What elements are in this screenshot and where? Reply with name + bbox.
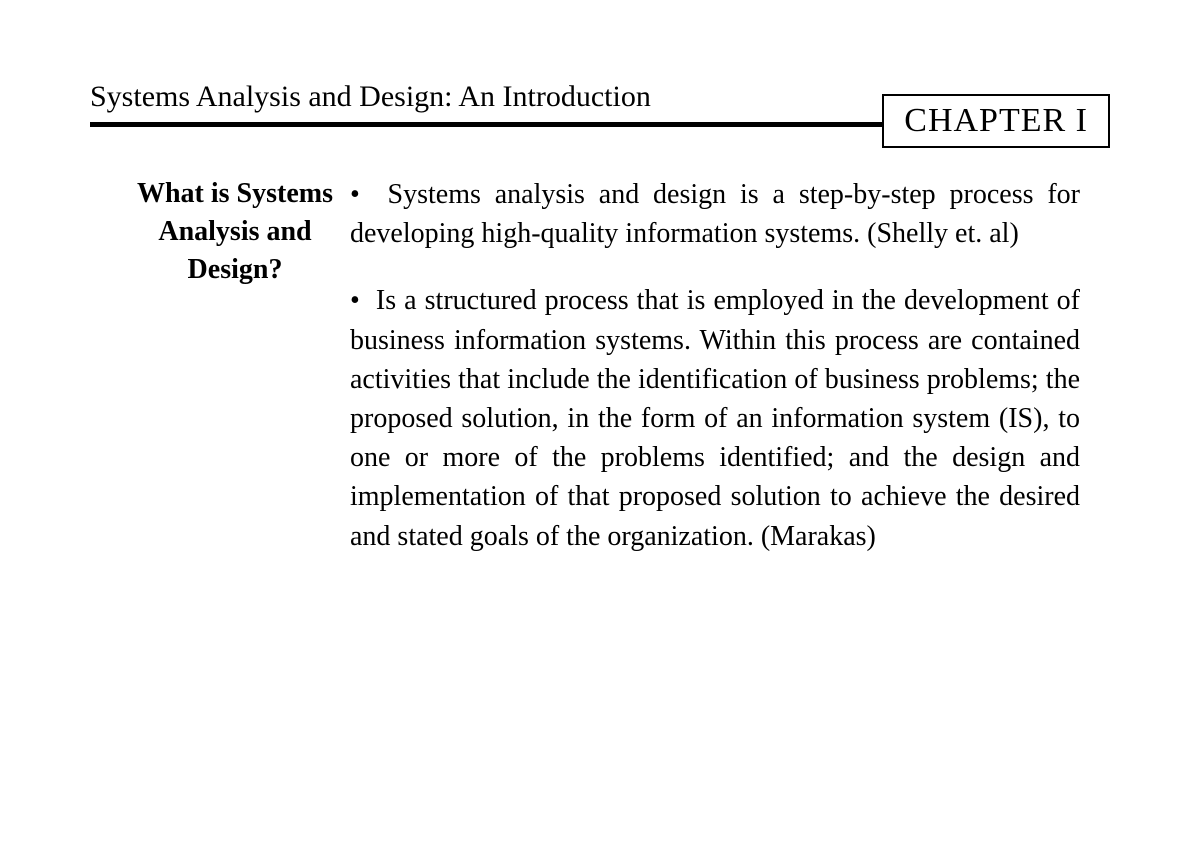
bullet-glyph: • [350, 285, 376, 316]
bullet-text: Systems analysis and design is a step-by… [350, 179, 1080, 249]
bullet-glyph: • [350, 179, 388, 210]
bullet-item: • Systems analysis and design is a step-… [350, 175, 1080, 253]
header: Systems Analysis and Design: An Introduc… [0, 0, 1200, 127]
bullet-text: Is a structured process that is employed… [350, 285, 1080, 551]
section-heading: What is Systems Analysis and Design? [130, 175, 350, 288]
bullet-item: • Is a structured process that is employ… [350, 281, 1080, 555]
chapter-label-box: CHAPTER I [882, 94, 1110, 148]
content-area: What is Systems Analysis and Design? • S… [0, 127, 1200, 584]
body-text: • Systems analysis and design is a step-… [350, 175, 1080, 584]
